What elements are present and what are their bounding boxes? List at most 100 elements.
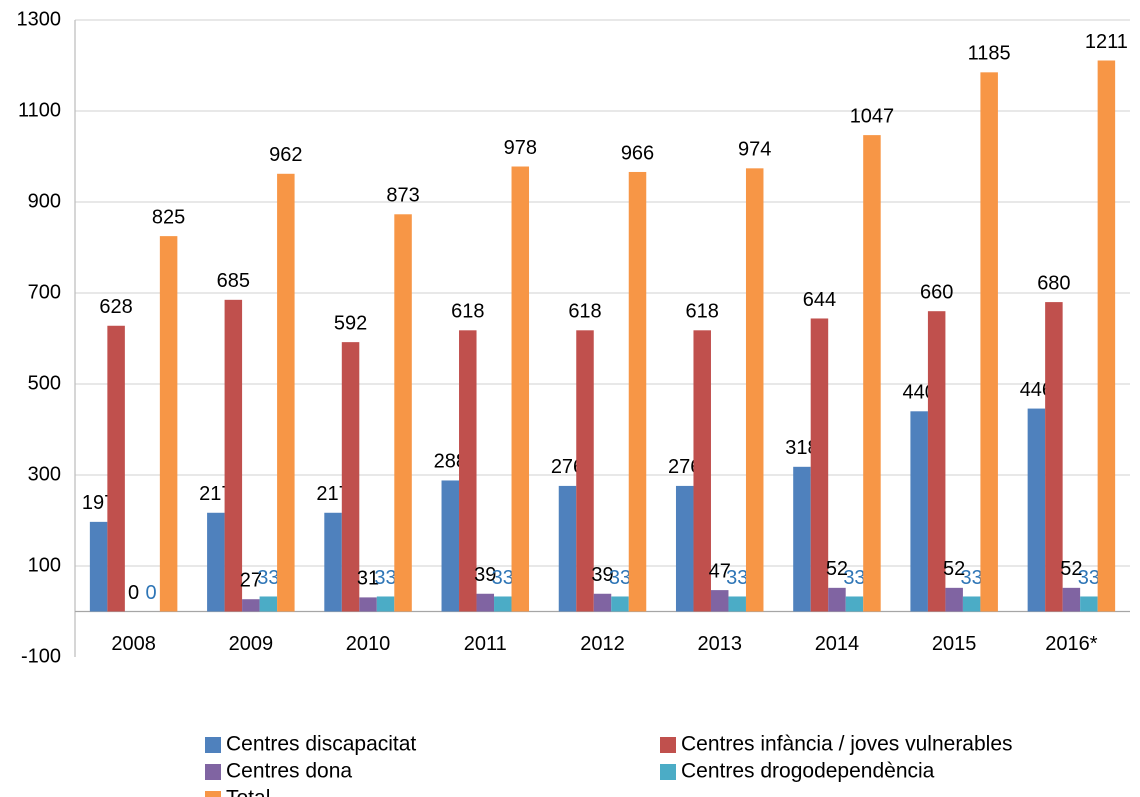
bar [1062,587,1081,612]
legend-swatch [205,764,221,780]
value-label: 31 [357,568,379,590]
legend-label: Total [226,787,270,797]
value-label: 618 [568,301,601,323]
value-label: 0 [146,582,157,604]
value-label: 1211 [1085,31,1128,53]
value-label: 33 [843,567,865,589]
bar [159,236,178,612]
value-label: 440 [902,382,935,404]
bar [1045,302,1063,612]
value-label: 33 [374,567,396,589]
bar [628,171,647,612]
value-label: 33 [609,567,631,589]
bar [710,590,729,612]
value-label: 33 [1078,567,1100,589]
bar [910,411,928,612]
bar [341,342,360,612]
x-tick-label: 2014 [815,633,860,655]
x-tick-label: 2008 [111,633,156,655]
x-tick-label: 2016* [1045,633,1097,655]
bar [728,596,746,612]
y-tick-label: -100 [21,645,61,667]
bar [1097,60,1116,612]
x-tick-label: 2011 [464,633,507,655]
value-label: 825 [152,206,185,228]
value-label: 618 [686,301,719,323]
value-label: 660 [920,281,953,303]
x-tick-label: 2010 [346,633,391,655]
bar [207,512,225,612]
value-label: 618 [451,301,484,323]
value-label: 52 [943,558,965,580]
value-label: 0 [128,582,139,604]
bar [558,485,577,612]
bar [863,135,881,612]
bar [511,166,530,612]
value-label: 197 [82,492,115,514]
value-label: 27 [240,569,262,591]
value-label: 962 [269,144,302,166]
legend-swatch [205,737,221,753]
x-tick-label: 2013 [697,633,742,655]
value-label: 276 [668,456,701,478]
value-label: 47 [709,560,731,582]
bar [745,168,764,612]
y-tick-label: 500 [28,372,61,394]
value-label: 288 [434,451,467,473]
bar [576,330,594,612]
legend-label: Centres discapacitat [226,733,416,756]
x-tick-label: 2015 [932,633,977,655]
value-label: 873 [386,185,419,207]
legend-swatch [660,737,676,753]
legend-label: Centres infància / joves vulnerables [681,733,1013,756]
value-label: 680 [1037,272,1070,294]
legend: Centres discapacitat Centres infància / j… [205,733,1013,797]
y-tick-label: 700 [28,281,61,303]
legend-label: Centres dona [226,760,352,783]
bar [277,173,295,612]
bar [1027,408,1046,612]
value-label: 318 [785,437,818,459]
value-label: 978 [504,137,537,159]
value-label: 644 [803,289,836,311]
bar [259,596,278,612]
value-label: 974 [738,139,771,161]
value-label: 592 [334,312,367,334]
y-tick-label: 1100 [18,99,61,121]
x-tick-label: 2012 [580,633,625,655]
value-label: 685 [217,270,250,292]
y-tick-label: 100 [28,554,61,576]
legend-swatch [660,764,676,780]
value-label: 33 [961,567,983,589]
value-label: 966 [621,142,654,164]
bar [107,325,125,612]
value-label: 446 [1020,379,1053,401]
bar [494,596,512,612]
bar [459,330,477,612]
bar [611,596,629,612]
legend-label: Centres drogodependència [681,760,935,783]
value-label: 39 [474,564,496,586]
bar [324,512,342,612]
value-label: 33 [492,567,514,589]
bar [962,596,981,612]
value-label: 276 [551,456,584,478]
bar [945,587,963,612]
value-label: 1185 [968,43,1011,65]
value-label: 217 [199,483,232,505]
bar [927,311,946,612]
value-label: 33 [726,567,748,589]
bar [845,596,864,612]
bar [89,521,108,612]
bar [1080,596,1098,612]
bar [980,72,998,612]
bar [359,597,377,612]
bar [224,299,243,612]
y-tick-label: 300 [28,463,61,485]
value-label: 52 [826,558,848,580]
bar [476,593,495,612]
value-label: 52 [1060,558,1082,580]
bar [693,330,711,612]
bar [810,318,829,612]
